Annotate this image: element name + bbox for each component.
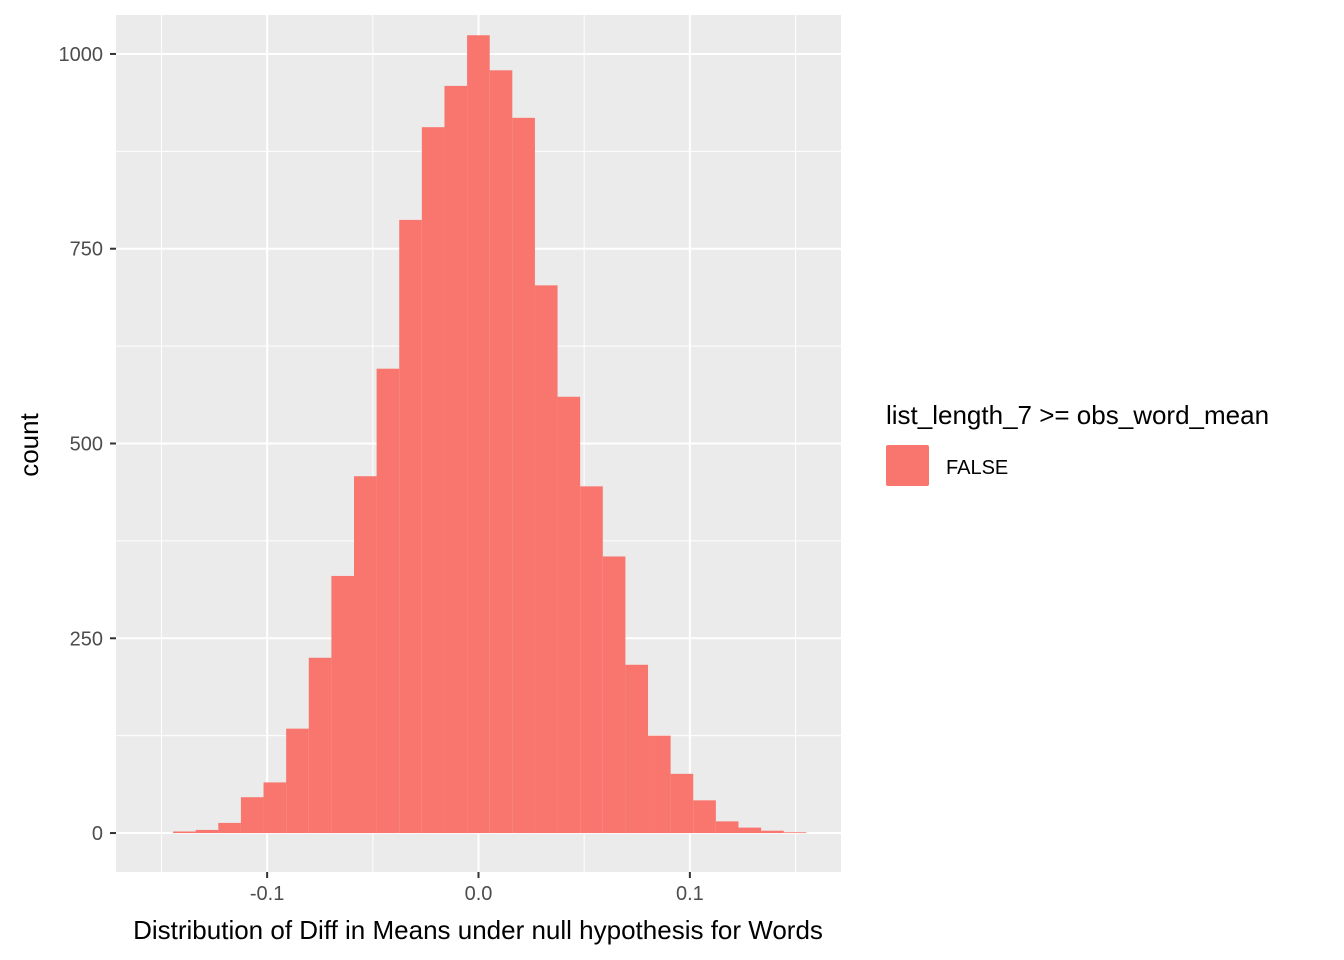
y-tick-label: 250 — [70, 628, 103, 650]
y-axis-title: count — [14, 412, 44, 476]
y-axis: 0 250 500 750 1000 — [59, 44, 116, 845]
histogram-bar — [399, 219, 422, 834]
x-tick-label: 0.1 — [676, 883, 704, 905]
histogram-bar — [512, 117, 535, 834]
y-tick-label: 0 — [92, 823, 103, 845]
x-tick-label: -0.1 — [250, 883, 284, 905]
legend-key-false — [886, 445, 929, 486]
histogram-bar — [693, 800, 716, 834]
y-tick-label: 500 — [70, 434, 103, 456]
histogram-bar — [376, 368, 400, 834]
histogram-bar — [218, 822, 241, 834]
histogram-bar — [263, 782, 287, 834]
y-tick-label: 750 — [70, 239, 103, 261]
histogram-bar — [715, 821, 739, 834]
histogram-bar — [240, 797, 264, 834]
histogram-bar — [354, 476, 377, 834]
legend-title: list_length_7 >= obs_word_mean — [886, 400, 1269, 430]
histogram-bar — [534, 285, 558, 834]
histogram-bar — [331, 575, 355, 834]
histogram-bar — [670, 773, 694, 834]
histogram-bar — [173, 831, 196, 834]
x-axis-title: Distribution of Diff in Means under null… — [133, 915, 823, 945]
histogram-bar — [489, 70, 513, 834]
x-axis: -0.1 0.0 0.1 — [250, 872, 704, 905]
histogram-bar — [625, 664, 649, 834]
histogram-bar — [580, 486, 603, 834]
legend: list_length_7 >= obs_word_mean FALSE — [886, 400, 1269, 486]
histogram-bar — [648, 735, 671, 834]
histogram-bar — [286, 728, 309, 834]
histogram-bar — [308, 657, 332, 834]
histogram-bar — [738, 827, 762, 834]
histogram-bars — [173, 35, 807, 834]
histogram-bar — [557, 396, 581, 834]
y-tick-label: 1000 — [59, 44, 104, 66]
histogram-bar — [195, 829, 219, 834]
histogram-bar — [421, 127, 445, 834]
histogram-bar — [467, 35, 490, 834]
histogram-bar — [444, 85, 468, 834]
histogram-bar — [602, 556, 626, 834]
histogram-bar — [783, 832, 807, 834]
legend-label-false: FALSE — [946, 457, 1008, 479]
histogram-bar — [761, 830, 784, 834]
x-tick-label: 0.0 — [465, 883, 493, 905]
